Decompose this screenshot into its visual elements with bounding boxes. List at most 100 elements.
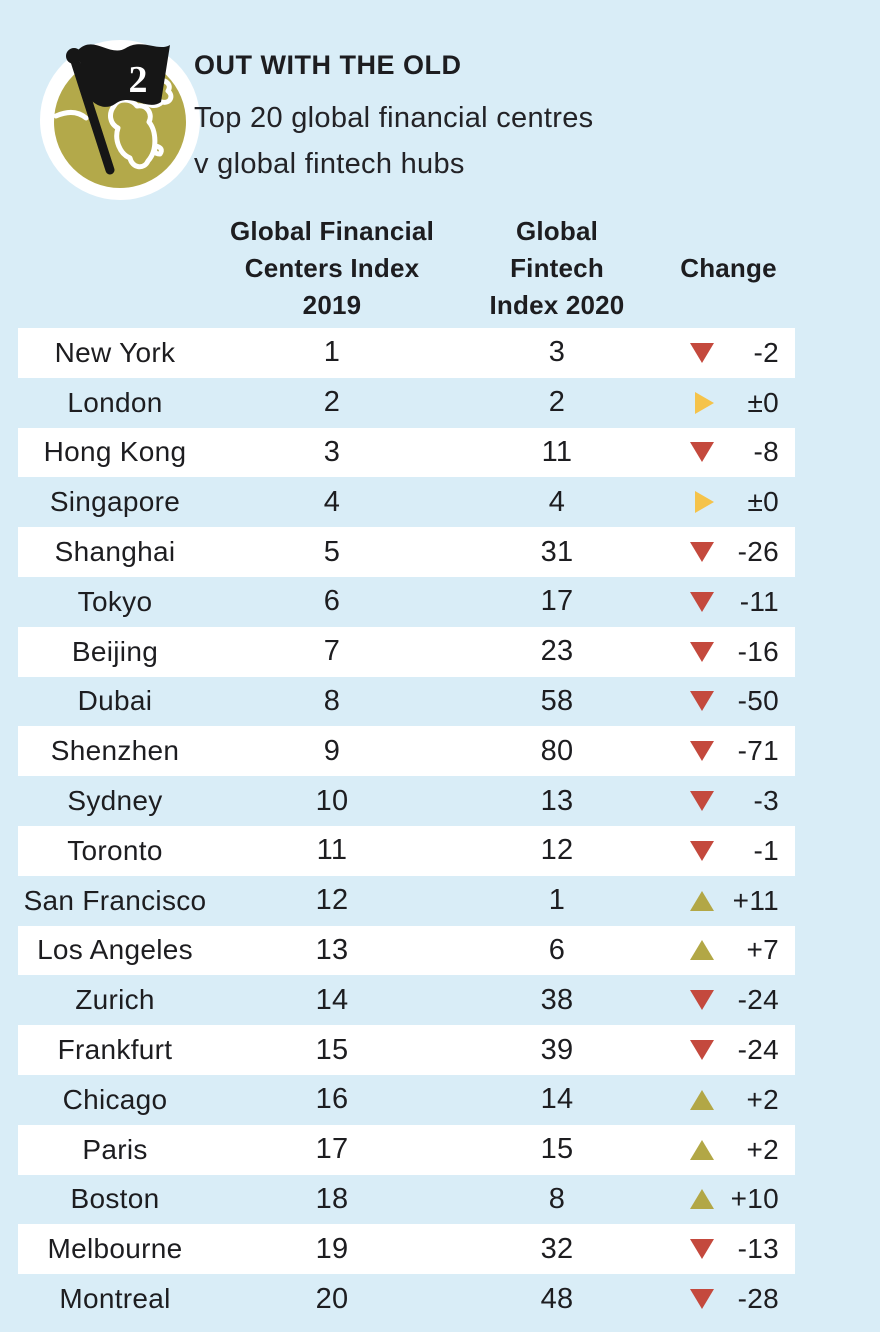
gfci-2019-cell: 17 [315,1133,349,1166]
change-value: -50 [737,685,779,717]
down-triangle-icon [690,1040,714,1061]
change-cell: +7 [662,934,795,966]
up-triangle-icon [690,1139,714,1160]
gfci-2019-cell: 13 [315,933,349,966]
change-value: -1 [753,834,779,866]
gfci-2019-cell: 9 [323,734,341,767]
city-cell: Los Angeles [37,934,193,966]
change-cell: -3 [662,785,795,817]
up-triangle-icon [690,890,714,911]
city-cell: Tokyo [77,585,153,617]
gfi-2020-cell: 1 [548,884,566,917]
page-title: OUT WITH THE OLD [194,50,462,80]
gfi-2020-cell: 39 [540,1033,574,1066]
down-triangle-icon [690,990,714,1011]
flag-globe-icon: 2 [40,40,200,200]
flag-badge-number: 2 [129,59,148,101]
change-value: -8 [753,436,779,468]
city-cell: Zurich [75,984,155,1016]
flag-icon [78,44,170,107]
gfci-2019-cell: 6 [323,585,341,618]
gfi-2020-cell: 15 [540,1133,574,1166]
gfci-2019-cell: 10 [315,784,349,817]
change-value: +11 [732,884,779,916]
change-cell: -50 [662,685,795,717]
down-triangle-icon [690,542,714,563]
up-triangle-icon [690,940,714,961]
change-cell: -26 [662,536,795,568]
gfci-2019-cell: 19 [315,1232,349,1265]
table-row: Melbourne 19 32 -13 [18,1224,795,1275]
gfci-2019-cell: 18 [315,1182,349,1215]
gfci-2019-cell: 14 [315,983,349,1016]
page-subtitle-line2: v global fintech hubs [194,148,465,180]
header: OUT WITH THE OLD Top 20 global financial… [194,50,754,187]
table-row: Frankfurt 15 39 -24 [18,1025,795,1075]
down-triangle-icon [690,342,714,363]
change-cell: ±0 [662,387,795,419]
gfci-2019-cell: 1 [323,336,341,369]
table-row: New York 1 3 -2 [18,328,795,378]
gfci-2019-cell: 12 [315,884,349,917]
down-triangle-icon [690,1239,714,1260]
city-cell: Frankfurt [57,1034,173,1066]
column-header-gfci-2019: Global Financial Centers Index 2019 [229,216,434,320]
gfci-2019-cell: 8 [323,684,341,717]
column-header-change: Change [680,253,777,283]
table-row: Montreal 20 48 -28 [18,1274,795,1324]
city-cell: Dubai [77,685,153,717]
gfi-2020-cell: 31 [540,535,574,568]
change-value: -24 [737,1034,779,1066]
gfi-2020-cell: 23 [540,635,574,668]
city-cell: New York [54,336,176,368]
city-cell: Sydney [67,785,163,817]
gfi-2020-cell: 17 [540,585,574,618]
gfi-2020-cell: 6 [548,933,566,966]
change-cell: -1 [662,835,795,867]
down-triangle-icon [690,840,714,861]
change-cell: -28 [662,1283,795,1315]
city-cell: Paris [82,1133,148,1165]
gfi-2020-cell: 58 [540,684,574,717]
change-value: ±0 [747,386,779,418]
city-cell: San Francisco [23,884,207,916]
down-triangle-icon [690,1289,714,1310]
table-row: Boston 18 8 +10 [18,1175,795,1225]
gfi-2020-cell: 14 [540,1083,574,1116]
gfi-2020-cell: 32 [540,1232,574,1265]
table-row: Shenzhen 9 80 -71 [18,726,795,777]
city-cell: Boston [70,1183,160,1215]
city-cell: Hong Kong [43,436,187,468]
change-value: -3 [753,785,779,817]
gfi-2020-cell: 12 [540,834,574,867]
change-cell: -13 [662,1233,795,1265]
down-triangle-icon [690,791,714,812]
change-value: +7 [746,934,779,966]
down-triangle-icon [690,641,714,662]
gfci-2019-cell: 20 [315,1282,349,1315]
change-value: -16 [737,635,779,667]
table-row: Dubai 8 58 -50 [18,677,795,727]
table-row: Chicago 16 14 +2 [18,1075,795,1125]
city-cell: Toronto [67,834,163,866]
flag-pole-knob [66,48,82,64]
change-value: +2 [746,1133,779,1165]
gfi-2020-cell: 3 [548,336,566,369]
change-cell: +2 [662,1134,795,1166]
change-cell: -71 [662,735,795,767]
table-row: Sydney 10 13 -3 [18,776,795,826]
table-row: Beijing 7 23 -16 [18,626,795,677]
change-cell: -11 [662,586,795,618]
table-row: Shanghai 5 31 -26 [18,527,795,577]
city-cell: Shanghai [54,536,176,568]
city-cell: Beijing [71,635,159,667]
table-row: Toronto 11 12 -1 [18,825,795,876]
gfci-2019-cell: 16 [315,1083,349,1116]
city-cell: London [67,386,163,418]
gfci-2019-cell: 4 [323,485,341,518]
change-cell: +11 [662,885,795,917]
city-cell: Chicago [62,1083,168,1115]
down-triangle-icon [690,691,714,712]
gfci-2019-cell: 2 [323,386,341,419]
change-value: ±0 [747,486,779,518]
